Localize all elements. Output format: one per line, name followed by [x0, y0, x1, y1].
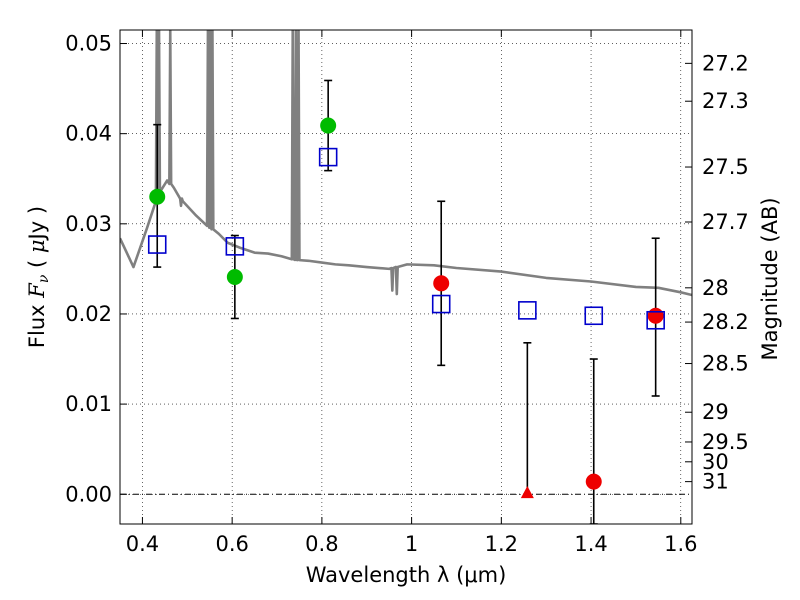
x-tick-label: 0.6 — [215, 532, 248, 556]
model-point-square — [318, 147, 338, 167]
y-axis-label: Flux Fν ( μJy ) — [25, 206, 52, 348]
magnitude-tick-label: 27.5 — [702, 155, 749, 179]
data-markers — [147, 117, 665, 499]
grid-lines — [120, 30, 692, 524]
model-point-square — [225, 237, 245, 256]
data-point-circle — [647, 307, 664, 324]
x-axis-ticks: 0.4 0.6 0.8 1 1.2 1.4 1.6 — [126, 30, 697, 556]
x-tick-label: 0.8 — [305, 532, 338, 556]
y-tick-label: 0.05 — [65, 32, 112, 56]
model-point-square — [431, 294, 451, 314]
magnitude-axis-label: Magnitude (AB) — [758, 197, 782, 360]
y-tick-label: 0.01 — [65, 392, 112, 416]
magnitude-tick-label: 31 — [702, 470, 729, 494]
magnitude-tick-label: 28 — [702, 276, 729, 300]
y-tick-label: 0.03 — [65, 212, 112, 236]
model-point-square — [518, 301, 537, 320]
x-tick-label: 0.4 — [126, 532, 159, 556]
magnitude-tick-label: 27.2 — [702, 51, 749, 75]
y-axis-label-symbol: F — [25, 282, 49, 299]
data-point-circle — [320, 117, 337, 134]
magnitude-tick-label: 27.7 — [702, 210, 749, 234]
magnitude-tick-label: 28.2 — [702, 310, 749, 334]
y-axis-label-mu: μ — [25, 239, 49, 253]
y-tick-label: 0.00 — [65, 482, 112, 506]
y-tick-label: 0.04 — [65, 122, 112, 146]
magnitude-tick-label: 28.5 — [702, 352, 749, 376]
y-axis-label-text: Flux — [25, 298, 49, 348]
y-tick-label: 0.02 — [65, 302, 112, 326]
model-point-square — [584, 306, 604, 326]
magnitude-tick-label: 29.5 — [702, 430, 749, 454]
magnitude-tick-label: 29 — [702, 400, 729, 424]
x-axis-label: Wavelength λ (μm) — [306, 563, 507, 587]
plot-area — [120, 30, 692, 524]
model-point-square — [646, 310, 665, 330]
template-spectrum — [120, 30, 692, 297]
x-tick-label: 1 — [405, 532, 418, 556]
x-tick-label: 1.2 — [485, 532, 518, 556]
plot-background — [120, 30, 692, 524]
x-tick-label: 1.4 — [574, 532, 607, 556]
y-axis-label-subscript: ν — [36, 274, 52, 283]
y-axis-label-open: ( — [25, 253, 49, 275]
template-spectrum-line — [120, 30, 692, 297]
data-point-circle — [226, 269, 243, 285]
data-point-circle — [433, 275, 450, 292]
y-axis-ticks: 0.00 0.01 0.02 0.03 0.04 0.05 — [65, 32, 127, 506]
y-axis-label-unit: Jy ) — [25, 206, 49, 242]
plot-frame — [119, 29, 693, 525]
magnitude-tick-label: 30 — [702, 450, 729, 474]
model-point-square — [147, 235, 167, 254]
magnitude-tick-label: 27.3 — [702, 89, 749, 113]
data-point-triangle — [520, 486, 534, 499]
data-point-circle — [585, 473, 602, 490]
data-point-circle — [149, 188, 166, 205]
x-tick-label: 1.6 — [664, 532, 697, 556]
